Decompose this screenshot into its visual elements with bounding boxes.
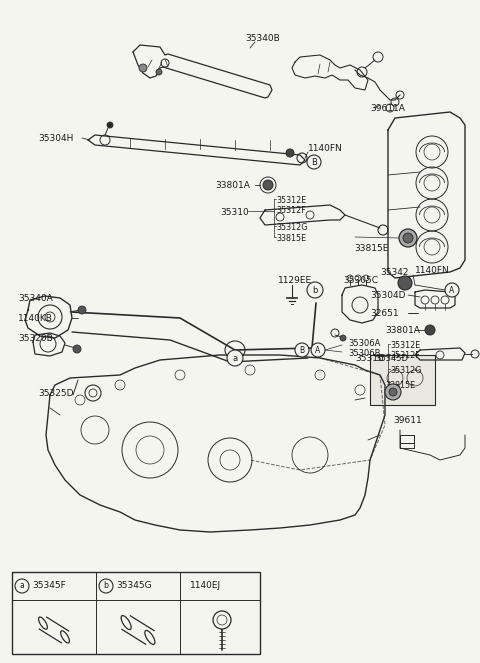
Text: 35304H: 35304H [38,133,73,143]
Circle shape [286,149,294,157]
Text: 35312F: 35312F [390,351,420,359]
Circle shape [156,69,162,75]
Text: A: A [315,345,321,355]
Text: a: a [232,353,238,363]
Circle shape [227,350,243,366]
Text: 35345G: 35345G [116,581,152,591]
Text: A: A [449,286,455,294]
Circle shape [445,283,459,297]
Text: 35345D: 35345D [375,353,408,363]
Text: 35304D: 35304D [370,290,406,300]
Text: 33815E: 33815E [385,381,415,389]
Text: 33801A: 33801A [385,326,420,335]
Text: 32651: 32651 [370,308,398,318]
Text: 35305C: 35305C [343,276,378,284]
Text: b: b [312,286,318,294]
Text: 35312F: 35312F [276,206,306,215]
Circle shape [139,64,147,72]
Circle shape [340,335,346,341]
Circle shape [307,282,323,298]
Text: a: a [20,581,24,591]
Text: 35310: 35310 [220,208,249,217]
Bar [400,443,414,448]
Text: 35320B: 35320B [18,333,53,343]
Ellipse shape [38,617,48,629]
Circle shape [78,306,86,314]
Text: B: B [311,158,317,166]
Text: 35312E: 35312E [390,341,420,349]
Circle shape [399,229,417,247]
Ellipse shape [60,631,70,643]
Bar [400,443,414,448]
Text: 35306A: 35306A [348,339,380,347]
Bar [370,355,435,405]
Bar [400,435,414,443]
Text: 33801A: 33801A [215,180,250,190]
Text: 1140FN: 1140FN [415,265,450,274]
Circle shape [107,122,113,128]
Text: 33815E: 33815E [354,243,388,253]
Bar [400,435,414,443]
Text: 1140FN: 1140FN [308,143,343,152]
Text: 35340A: 35340A [18,294,53,302]
Circle shape [425,325,435,335]
Ellipse shape [145,631,155,644]
Bar [400,435,414,443]
Bar [12,572,260,654]
Text: 39611A: 39611A [370,103,405,113]
Circle shape [311,343,325,357]
Circle shape [403,233,413,243]
Circle shape [15,579,29,593]
Circle shape [99,579,113,593]
Text: 35342: 35342 [380,267,408,276]
Text: 39611: 39611 [393,416,422,424]
Text: 1140KB: 1140KB [18,314,53,322]
Circle shape [307,155,321,169]
Circle shape [385,384,401,400]
Text: 33815E: 33815E [276,233,306,243]
Text: 35345F: 35345F [32,581,66,591]
Text: 35310: 35310 [355,353,384,363]
Text: 35312G: 35312G [390,365,421,375]
Bar [400,443,414,448]
Circle shape [398,276,412,290]
Text: 35312E: 35312E [276,196,306,204]
Text: 1140EJ: 1140EJ [190,581,221,591]
Text: 35340B: 35340B [245,34,280,42]
Text: 35306B: 35306B [348,349,381,357]
Text: B: B [300,345,305,355]
Circle shape [263,180,273,190]
Text: 35312G: 35312G [276,223,308,231]
Circle shape [213,611,231,629]
Circle shape [295,343,309,357]
Text: 1129EE: 1129EE [278,276,312,284]
Circle shape [73,345,81,353]
Text: b: b [104,581,108,591]
Circle shape [389,388,397,396]
Ellipse shape [121,615,131,630]
Text: 35325D: 35325D [38,389,73,398]
